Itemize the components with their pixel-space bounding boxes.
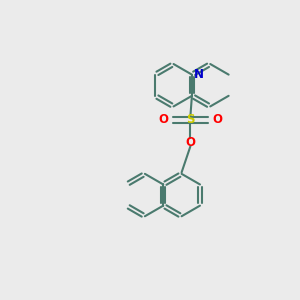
Text: N: N: [194, 68, 204, 80]
Text: S: S: [186, 113, 195, 127]
Text: O: O: [185, 136, 195, 148]
Text: O: O: [158, 113, 168, 127]
Text: O: O: [213, 113, 223, 127]
